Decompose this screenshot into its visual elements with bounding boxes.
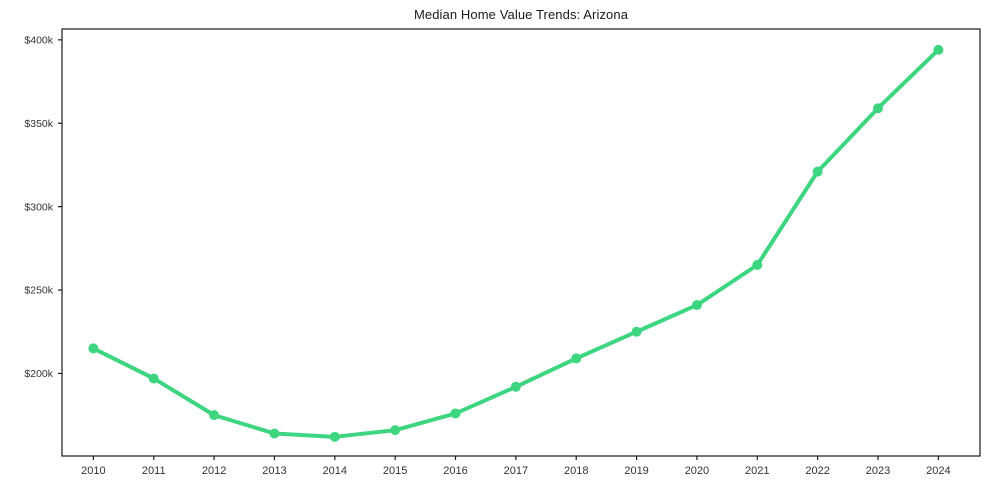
x-tick-label: 2013 xyxy=(262,465,286,477)
x-tick-label: 2015 xyxy=(383,465,407,477)
x-tick-label: 2018 xyxy=(564,465,588,477)
data-point-2023 xyxy=(873,103,883,114)
data-point-2024 xyxy=(933,44,944,55)
data-point-2013 xyxy=(269,428,280,439)
data-point-2018 xyxy=(571,353,582,364)
data-point-2017 xyxy=(510,381,521,392)
y-tick-label: $350k xyxy=(24,118,53,130)
x-tick-label: 2024 xyxy=(926,465,950,477)
x-tick-label: 2010 xyxy=(81,465,105,477)
x-tick-label: 2022 xyxy=(805,465,829,477)
x-tick-label: 2012 xyxy=(202,465,226,477)
x-tick-label: 2019 xyxy=(624,465,648,477)
data-point-2011 xyxy=(148,373,159,384)
y-tick-label: $400k xyxy=(24,35,53,47)
data-point-2022 xyxy=(812,166,823,177)
data-point-2021 xyxy=(752,260,763,271)
x-tick-label: 2016 xyxy=(443,465,467,477)
data-point-2020 xyxy=(691,300,702,311)
data-point-2016 xyxy=(450,408,461,419)
x-tick-label: 2023 xyxy=(866,465,890,477)
x-tick-label: 2017 xyxy=(504,465,528,477)
y-tick-label: $250k xyxy=(24,285,53,297)
data-point-2019 xyxy=(631,326,642,337)
data-point-2014 xyxy=(329,431,340,442)
trend-line xyxy=(91,47,941,439)
y-tick-label: $300k xyxy=(24,201,53,213)
x-tick-label: 2011 xyxy=(142,465,166,477)
x-tick-label: 2021 xyxy=(745,465,769,477)
chart-title: Median Home Value Trends: Arizona xyxy=(413,7,629,22)
x-tick-label: 2014 xyxy=(323,465,347,477)
plot-frame xyxy=(61,28,981,457)
data-point-2012 xyxy=(209,410,220,421)
data-point-2015 xyxy=(390,425,401,436)
data-point-2010 xyxy=(88,343,99,354)
x-tick-label: 2020 xyxy=(685,465,709,477)
y-tick-label: $200k xyxy=(24,368,53,380)
